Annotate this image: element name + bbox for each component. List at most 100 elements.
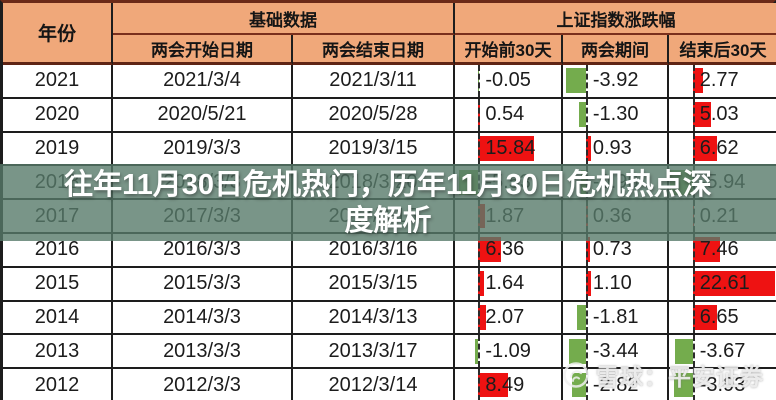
zero-axis-line [692,233,695,266]
zero-axis-line [585,369,588,400]
during-value-cell: 1.10 [563,267,669,302]
zero-axis-line [478,267,481,300]
positive-data-bar [692,237,720,263]
value-text: 2.07 [485,305,525,328]
zero-axis-line [478,98,481,131]
pre30-value-cell: 1.64 [455,267,563,302]
value-text: -3.92 [592,69,639,92]
value-text: 5.03 [699,103,739,126]
zero-axis-line [585,233,588,266]
zero-axis-line [692,301,695,334]
value-text: 0.93 [592,136,632,159]
pre30-value-cell: -0.05 [455,65,563,99]
start-date-cell: 2019/3/3 [113,132,293,167]
year-cell: 2020 [3,98,113,133]
during-value-cell: 0.93 [563,132,669,167]
zero-axis-line [692,369,695,400]
value-text: -1.81 [592,305,639,328]
col-header-end-date: 两会结束日期 [293,35,455,65]
year-cell: 2015 [3,267,113,302]
positive-data-bar [478,372,508,398]
pre30-value-cell: -1.09 [455,335,563,370]
start-date-cell: 2015/3/3 [113,267,293,302]
pre30-value-cell: 2.07 [455,301,563,336]
year-cell: 2013 [3,335,113,370]
zero-axis-line [585,98,588,131]
value-text: 22.61 [699,272,750,295]
negative-data-bar [673,372,693,398]
start-date-cell: 2021/3/4 [113,65,293,99]
end-date-cell: 2014/3/13 [293,301,455,336]
negative-data-bar [474,338,479,364]
zero-axis-line [478,65,481,97]
end-date-cell: 2013/3/17 [293,335,455,370]
positive-data-bar [478,237,501,263]
positive-data-bar [585,271,592,297]
col-header-pre30: 开始前30天 [455,35,563,65]
start-date-cell: 2014/3/3 [113,301,293,336]
zero-axis-line [692,335,695,368]
start-date-cell: 2020/5/21 [113,98,293,133]
zero-axis-line [478,369,481,400]
post30-value-cell: -3.67 [669,335,776,370]
value-text: 0.54 [485,103,525,126]
negative-data-bar [568,338,586,364]
during-value-cell: -1.81 [563,301,669,336]
end-date-cell: 2020/5/28 [293,98,455,133]
positive-data-bar [692,271,775,297]
negative-data-bar [576,305,586,330]
watermark: 雪球：平安证券 [562,358,764,392]
positive-data-bar [478,271,485,297]
col-header-start-date: 两会开始日期 [113,35,293,65]
col-header-during: 两会期间 [563,35,669,65]
pre30-value-cell: 8.49 [455,369,563,400]
year-cell: 2014 [3,301,113,336]
title-banner: 往年11月30日危机热门，历年11月30日危机热点深 度解析 [0,164,776,241]
value-text: -3.44 [592,339,639,362]
end-date-cell: 2021/3/11 [293,65,455,99]
zero-axis-line [585,335,588,368]
zero-axis-line [692,98,695,131]
value-text: 7.46 [699,238,739,261]
positive-data-bar [478,136,534,161]
year-cell: 2012 [3,369,113,400]
col-header-post30: 结束后30天 [669,35,776,65]
value-text: 15.84 [485,136,536,159]
value-text: 8.49 [485,373,525,396]
watermark-text: 雪球：平安证券 [596,364,764,390]
value-text: 6.65 [699,305,739,328]
post30-value-cell: 22.61 [669,267,776,302]
end-date-cell: 2012/3/14 [293,369,455,400]
value-text: -1.09 [485,339,531,362]
positive-data-bar [692,68,703,94]
zero-axis-line [585,301,588,334]
post30-value-cell: 6.65 [669,301,776,336]
zero-axis-line [478,335,481,368]
value-text: 6.62 [699,136,739,159]
value-text: 1.10 [592,272,632,295]
col-group-basic-data: 基础数据 [113,3,455,35]
year-cell: 2019 [3,132,113,167]
zero-axis-line [692,65,695,97]
col-group-sse-change: 上证指数涨跌幅 [455,3,776,35]
banner-title-line1: 往年11月30日危机热门，历年11月30日危机热点深 [64,168,712,201]
zero-axis-line [585,65,588,97]
positive-data-bar [478,305,486,330]
zero-axis-line [585,267,588,300]
zero-axis-line [478,233,481,266]
banner-title-line2: 度解析 [344,204,432,237]
end-date-cell: 2015/3/15 [293,267,455,302]
positive-data-bar [585,136,591,161]
value-text: 1.64 [485,272,525,295]
post30-value-cell: 5.03 [669,98,776,133]
end-date-cell: 2019/3/15 [293,132,455,167]
post30-value-cell: 2.77 [669,65,776,99]
positive-data-bar [692,102,711,128]
negative-data-bar [566,68,586,94]
value-text: 0.73 [592,238,632,261]
col-header-year: 年份 [3,3,113,65]
value-text: 2.77 [699,69,739,92]
zero-axis-line [692,132,695,165]
xueqiu-snowball-logo-icon [563,362,589,388]
